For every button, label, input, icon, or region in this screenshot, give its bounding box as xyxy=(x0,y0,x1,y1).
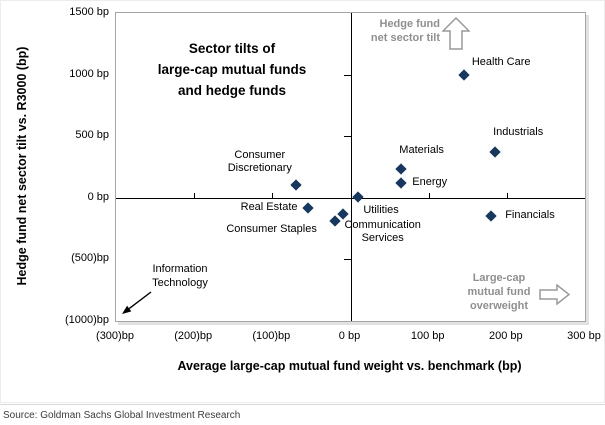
y-axis-tick xyxy=(343,136,352,138)
up-block-arrow-icon xyxy=(442,17,470,50)
y-tick-label: (1000)bp xyxy=(64,314,109,326)
marker-health-care xyxy=(458,68,470,81)
y-tick-label: 0 bp xyxy=(87,190,109,203)
marker-energy xyxy=(395,177,407,189)
label-energy: Energy xyxy=(412,176,448,189)
label-consumer-staples: Consumer Staples xyxy=(226,223,317,236)
label-materials: Materials xyxy=(399,144,444,157)
marker-consumer-discretionary xyxy=(290,179,302,192)
marker-communication-services xyxy=(337,208,349,220)
x-axis-tick xyxy=(428,192,430,199)
x-tick-label: 0 bp xyxy=(338,330,361,342)
x-axis-title: Average large-cap mutual fund weight vs.… xyxy=(177,359,522,373)
x-tick-label: (300)bp xyxy=(96,330,134,342)
zero-line-vertical xyxy=(350,13,352,321)
marker-utilities xyxy=(352,190,364,203)
marker-financials xyxy=(485,210,497,222)
x-tick-label: (100)bp xyxy=(252,330,291,342)
label-health-care: Health Care xyxy=(471,55,531,68)
y-axis-tick xyxy=(343,259,352,261)
y-tick-label: 1500 bp xyxy=(69,6,109,18)
x-tick-label: 100 bp xyxy=(410,330,445,342)
y-tick-label: (500)bp xyxy=(71,252,109,265)
zero-line-horizontal xyxy=(116,197,585,199)
label-industrials: Industrials xyxy=(493,126,544,139)
annotation-information-technology: Information Technology xyxy=(152,263,208,289)
source-text: Source: Goldman Sachs Global Investment … xyxy=(3,410,241,421)
x-tick-label: 300 bp xyxy=(567,330,601,342)
label-real-estate: Real Estate xyxy=(240,200,298,213)
marker-consumer-staples xyxy=(329,215,341,227)
x-tick-label: (200)bp xyxy=(174,330,213,342)
chart-title: Sector tilts of large-cap mutual funds a… xyxy=(157,41,307,98)
annotation-mutual-fund-overweight: Large-cap mutual fund overweight xyxy=(467,272,531,312)
label-consumer-discretionary: Consumer Discretionary xyxy=(227,149,292,175)
label-communication-services: Communication Services xyxy=(344,218,421,244)
marker-materials xyxy=(395,163,407,176)
x-axis-tick xyxy=(272,192,274,199)
label-utilities: Utilities xyxy=(363,203,399,216)
label-financials: Financials xyxy=(505,209,555,222)
right-block-arrow-icon xyxy=(539,284,570,305)
annotation-hedge-fund-tilt: Hedge fund net sector tilt xyxy=(370,18,440,44)
sw-arrow-icon xyxy=(122,291,152,314)
y-axis-title: Hedge fund net sector tilt vs. R3000 (bp… xyxy=(15,46,29,286)
x-tick-label: 200 bp xyxy=(489,330,523,342)
marker-real-estate xyxy=(301,201,314,214)
marker-industrials xyxy=(489,146,501,158)
chart-figure: Hedge fund net sector tilt vs. R3000 (bp… xyxy=(0,0,605,403)
y-tick-label: 500 bp xyxy=(75,129,109,142)
x-axis-tick xyxy=(506,192,508,199)
source-divider xyxy=(0,404,605,405)
x-axis-tick xyxy=(194,192,196,199)
y-axis-tick xyxy=(343,74,352,76)
plot-area: Sector tilts of large-cap mutual funds a… xyxy=(115,12,586,322)
y-tick-label: 1000 bp xyxy=(69,67,109,80)
